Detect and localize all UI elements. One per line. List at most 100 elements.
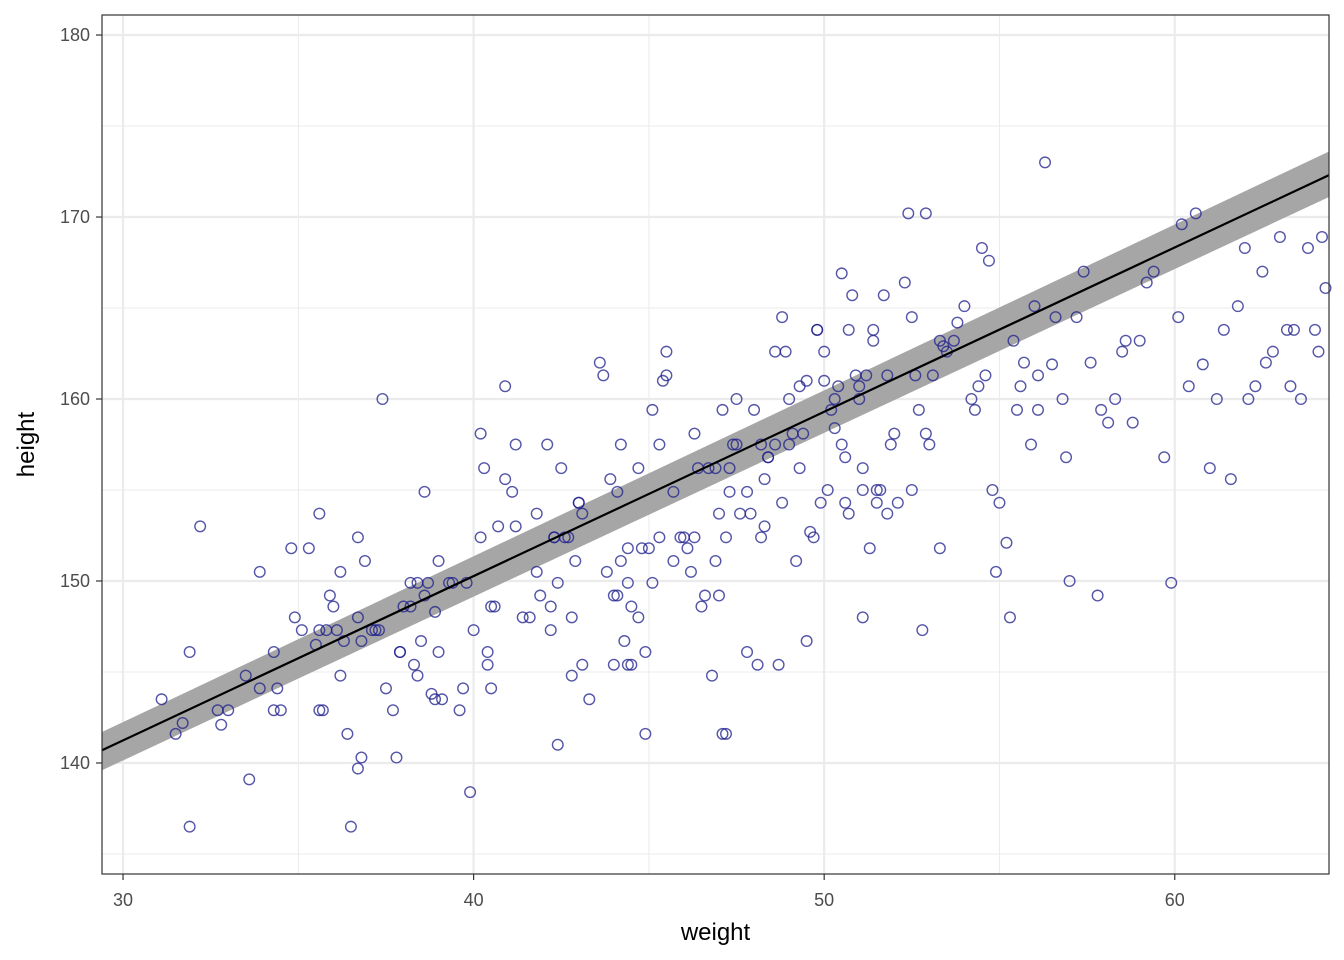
data-point bbox=[863, 542, 876, 555]
data-point bbox=[1018, 356, 1031, 369]
data-point bbox=[544, 624, 557, 637]
data-point bbox=[488, 600, 501, 613]
data-point bbox=[1294, 393, 1307, 406]
y-axis-ticks: 140 150 160 170 180 bbox=[60, 25, 102, 773]
data-point bbox=[481, 645, 494, 658]
data-point bbox=[919, 207, 932, 220]
data-point bbox=[330, 624, 343, 637]
data-point bbox=[881, 507, 894, 520]
data-point bbox=[681, 542, 694, 555]
data-point bbox=[800, 635, 813, 648]
data-point bbox=[741, 645, 754, 658]
data-point bbox=[807, 531, 820, 544]
data-point bbox=[741, 485, 754, 498]
data-point bbox=[758, 520, 771, 533]
data-point bbox=[716, 403, 729, 416]
data-point bbox=[905, 311, 918, 324]
data-point bbox=[499, 380, 512, 393]
data-point bbox=[614, 554, 627, 567]
data-point bbox=[611, 589, 624, 602]
data-point bbox=[183, 645, 196, 658]
data-point bbox=[358, 554, 371, 567]
regression-line bbox=[101, 174, 1330, 752]
data-point bbox=[1189, 207, 1202, 220]
data-point bbox=[632, 611, 645, 624]
data-point bbox=[856, 611, 869, 624]
data-point bbox=[551, 738, 564, 751]
data-point bbox=[730, 438, 743, 451]
data-point bbox=[313, 624, 326, 637]
data-point bbox=[951, 316, 964, 329]
data-point bbox=[288, 611, 301, 624]
data-point bbox=[499, 473, 512, 486]
data-point bbox=[432, 645, 445, 658]
data-point bbox=[474, 427, 487, 440]
data-point bbox=[429, 605, 442, 618]
data-point bbox=[639, 727, 652, 740]
data-point bbox=[418, 485, 431, 498]
data-point bbox=[790, 554, 803, 567]
data-point bbox=[772, 658, 785, 671]
data-point bbox=[565, 611, 578, 624]
data-point bbox=[877, 289, 890, 302]
data-point bbox=[1308, 323, 1321, 336]
data-point bbox=[1091, 589, 1104, 602]
data-point bbox=[411, 669, 424, 682]
data-point bbox=[684, 565, 697, 578]
data-point bbox=[393, 645, 406, 658]
data-point bbox=[621, 576, 634, 589]
data-point bbox=[404, 600, 417, 613]
data-point bbox=[912, 403, 925, 416]
data-point bbox=[993, 496, 1006, 509]
data-point bbox=[621, 542, 634, 555]
data-point bbox=[975, 241, 988, 254]
data-point bbox=[253, 565, 266, 578]
data-point bbox=[828, 422, 841, 435]
data-point bbox=[1259, 356, 1272, 369]
data-point bbox=[720, 531, 733, 544]
data-point bbox=[891, 496, 904, 509]
data-point bbox=[751, 658, 764, 671]
data-point bbox=[422, 576, 435, 589]
data-point bbox=[793, 462, 806, 475]
data-point bbox=[379, 682, 392, 695]
data-point bbox=[870, 496, 883, 509]
data-point bbox=[169, 727, 182, 740]
data-point bbox=[1273, 231, 1286, 244]
data-point bbox=[509, 438, 522, 451]
y-tick-label: 140 bbox=[60, 753, 90, 773]
data-point bbox=[1203, 462, 1216, 475]
data-point bbox=[1032, 403, 1045, 416]
data-point bbox=[856, 462, 869, 475]
data-point bbox=[635, 542, 648, 555]
data-point bbox=[653, 438, 666, 451]
data-point bbox=[485, 600, 498, 613]
data-point bbox=[341, 727, 354, 740]
data-point bbox=[926, 369, 939, 382]
data-point bbox=[1140, 276, 1153, 289]
data-point bbox=[814, 496, 827, 509]
data-point bbox=[870, 483, 883, 496]
data-point bbox=[755, 531, 768, 544]
data-point bbox=[821, 483, 834, 496]
data-point bbox=[881, 369, 894, 382]
data-point bbox=[1003, 611, 1016, 624]
data-point bbox=[660, 345, 673, 358]
panel-border bbox=[101, 14, 1330, 875]
data-point bbox=[667, 485, 680, 498]
fit-line-layer bbox=[101, 174, 1330, 752]
data-point bbox=[436, 693, 449, 706]
data-point bbox=[769, 438, 782, 451]
data-point bbox=[1210, 393, 1223, 406]
data-point bbox=[313, 507, 326, 520]
data-point bbox=[828, 393, 841, 406]
data-point bbox=[1256, 265, 1269, 278]
data-point bbox=[919, 427, 932, 440]
data-point bbox=[639, 645, 652, 658]
data-point bbox=[621, 658, 634, 671]
data-point bbox=[183, 820, 196, 833]
y-tick-label: 150 bbox=[60, 571, 90, 591]
data-point bbox=[933, 542, 946, 555]
data-point bbox=[267, 704, 280, 717]
data-point bbox=[530, 565, 543, 578]
